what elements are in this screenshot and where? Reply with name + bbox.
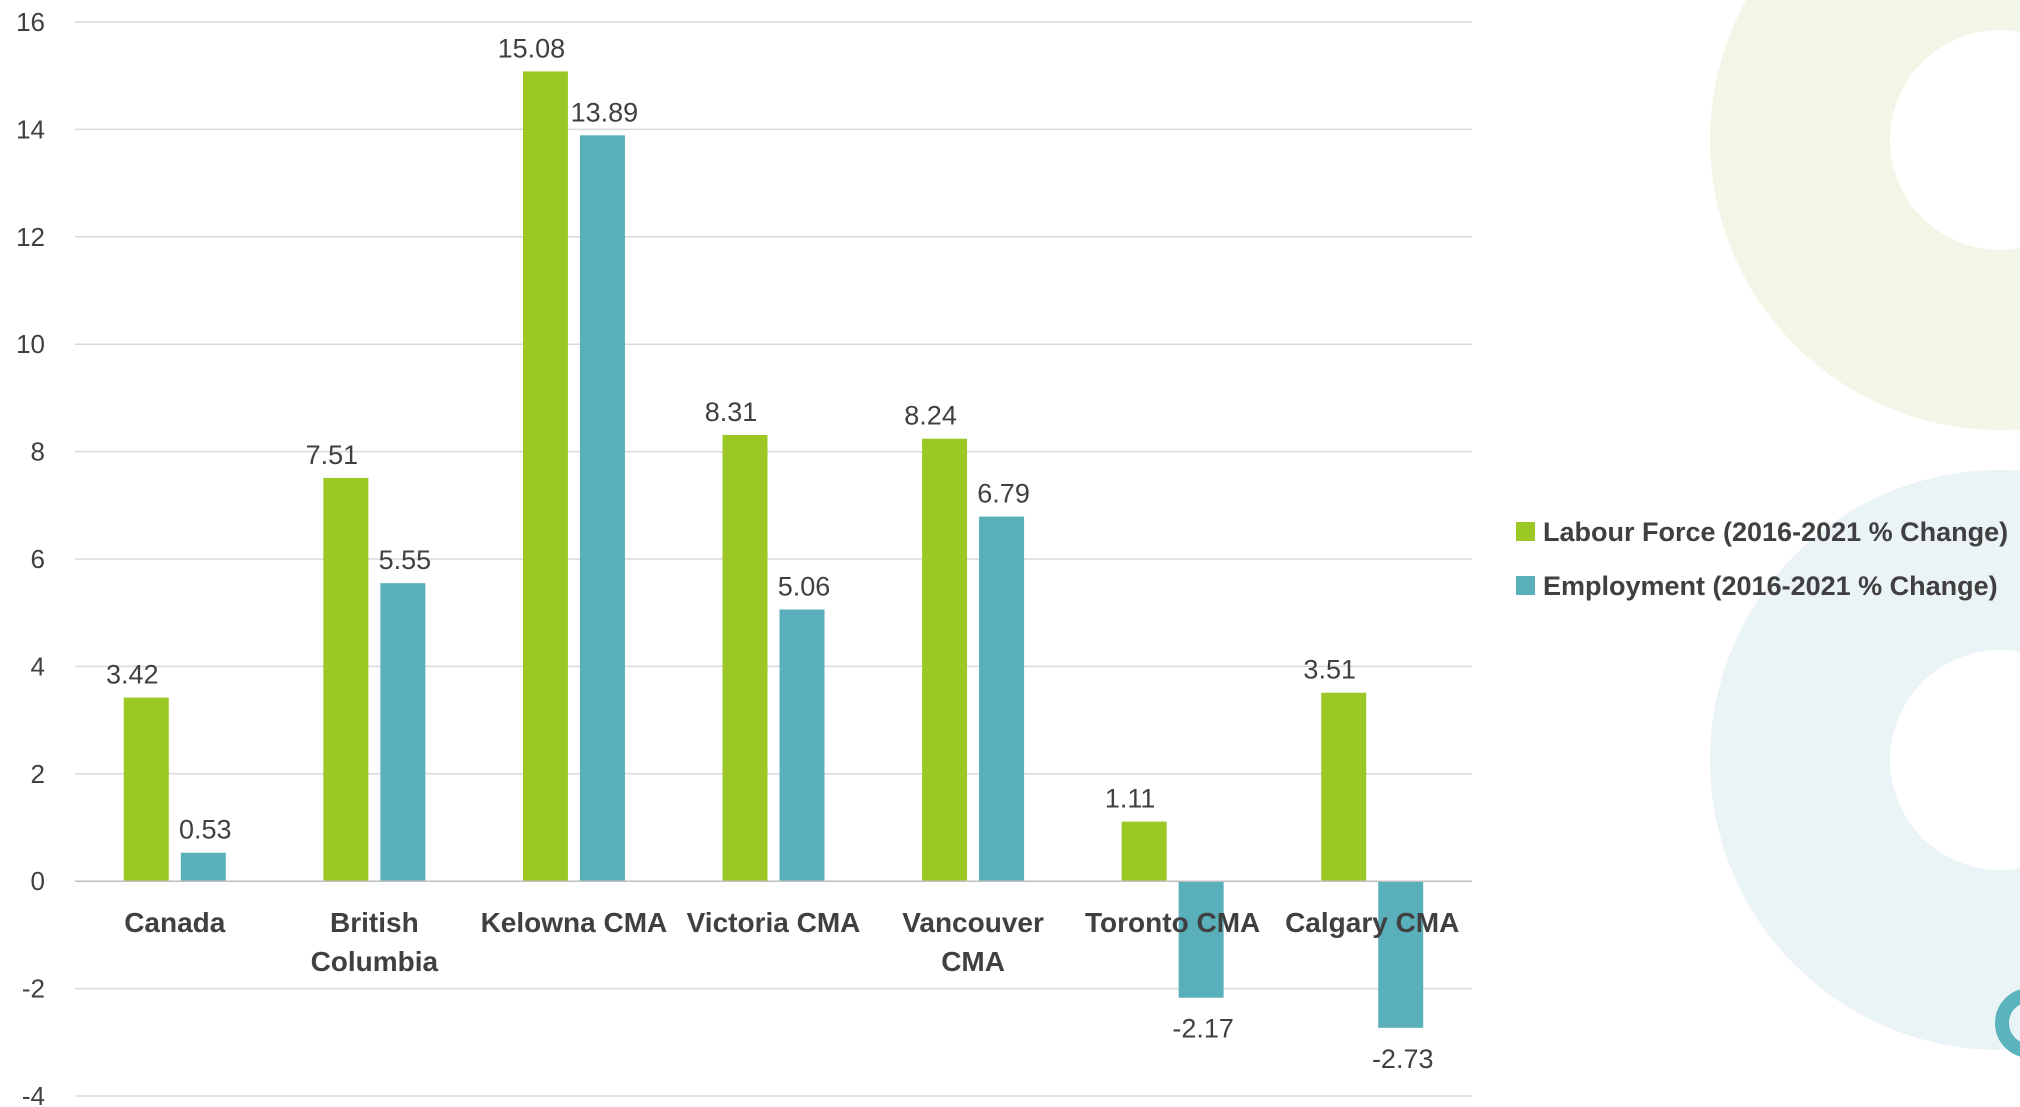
- y-tick-label: 8: [31, 437, 45, 467]
- category-label: Canada: [124, 907, 226, 938]
- data-label: -2.73: [1372, 1044, 1434, 1074]
- y-tick-label: 16: [16, 7, 45, 37]
- bar-employment: [1179, 881, 1224, 998]
- category-label: Toronto CMA: [1085, 907, 1260, 938]
- category-label: Calgary CMA: [1285, 907, 1459, 938]
- decorative-ring-top: [1800, 0, 2020, 340]
- data-label: 8.31: [705, 397, 758, 427]
- y-tick-label: 14: [16, 114, 45, 144]
- data-label: 3.42: [106, 660, 159, 690]
- bars: [124, 71, 1423, 1027]
- bar-employment: [979, 517, 1024, 882]
- bar-labour-force: [124, 698, 169, 882]
- bar-employment: [380, 583, 425, 881]
- y-axis-ticks: 16 14 12 10 8 6 4 2 0 -2 -4: [16, 7, 45, 1107]
- y-tick-label: 2: [31, 759, 45, 789]
- y-tick-label: -4: [22, 1081, 45, 1107]
- bar-labour-force: [523, 71, 568, 881]
- y-tick-label: 6: [31, 544, 45, 574]
- data-label: 3.51: [1303, 655, 1356, 685]
- data-label: 5.55: [379, 545, 432, 575]
- bar-labour-force: [1321, 693, 1366, 881]
- category-label: Columbia: [311, 946, 439, 977]
- data-label: 7.51: [306, 440, 359, 470]
- y-tick-label: 0: [31, 866, 45, 896]
- legend-swatch: [1516, 576, 1535, 595]
- bar-employment: [580, 135, 625, 881]
- data-label: -2.17: [1172, 1014, 1234, 1044]
- bar-labour-force: [723, 435, 768, 881]
- category-label: British: [330, 907, 419, 938]
- category-label: Victoria CMA: [687, 907, 861, 938]
- data-label: 5.06: [778, 571, 831, 601]
- data-label: 15.08: [498, 33, 566, 63]
- data-label: 6.79: [977, 479, 1030, 509]
- y-tick-label: 10: [16, 329, 45, 359]
- decorative-ring-bottom: [1800, 560, 2020, 960]
- data-label: 1.11: [1105, 784, 1156, 814]
- category-labels: Canada British Columbia Kelowna CMA Victoria…: [124, 907, 1459, 977]
- data-label: 8.24: [904, 401, 957, 431]
- category-label: Vancouver: [902, 907, 1044, 938]
- y-tick-label: 12: [16, 222, 45, 252]
- bar-employment: [780, 609, 825, 881]
- category-label: CMA: [941, 946, 1005, 977]
- legend-swatch: [1516, 522, 1535, 541]
- y-tick-label: -2: [22, 974, 45, 1004]
- bar-labour-force: [323, 478, 368, 881]
- legend-label: Labour Force (2016-2021 % Change): [1543, 517, 2008, 547]
- bar-labour-force: [1122, 822, 1167, 882]
- bar-labour-force: [922, 439, 967, 881]
- bar-employment: [1378, 881, 1423, 1028]
- data-label: 13.89: [571, 97, 639, 127]
- category-label: Kelowna CMA: [481, 907, 668, 938]
- y-tick-label: 4: [31, 651, 45, 681]
- data-label: 0.53: [179, 815, 232, 845]
- legend-label: Employment (2016-2021 % Change): [1543, 571, 1998, 601]
- bar-employment: [181, 853, 226, 881]
